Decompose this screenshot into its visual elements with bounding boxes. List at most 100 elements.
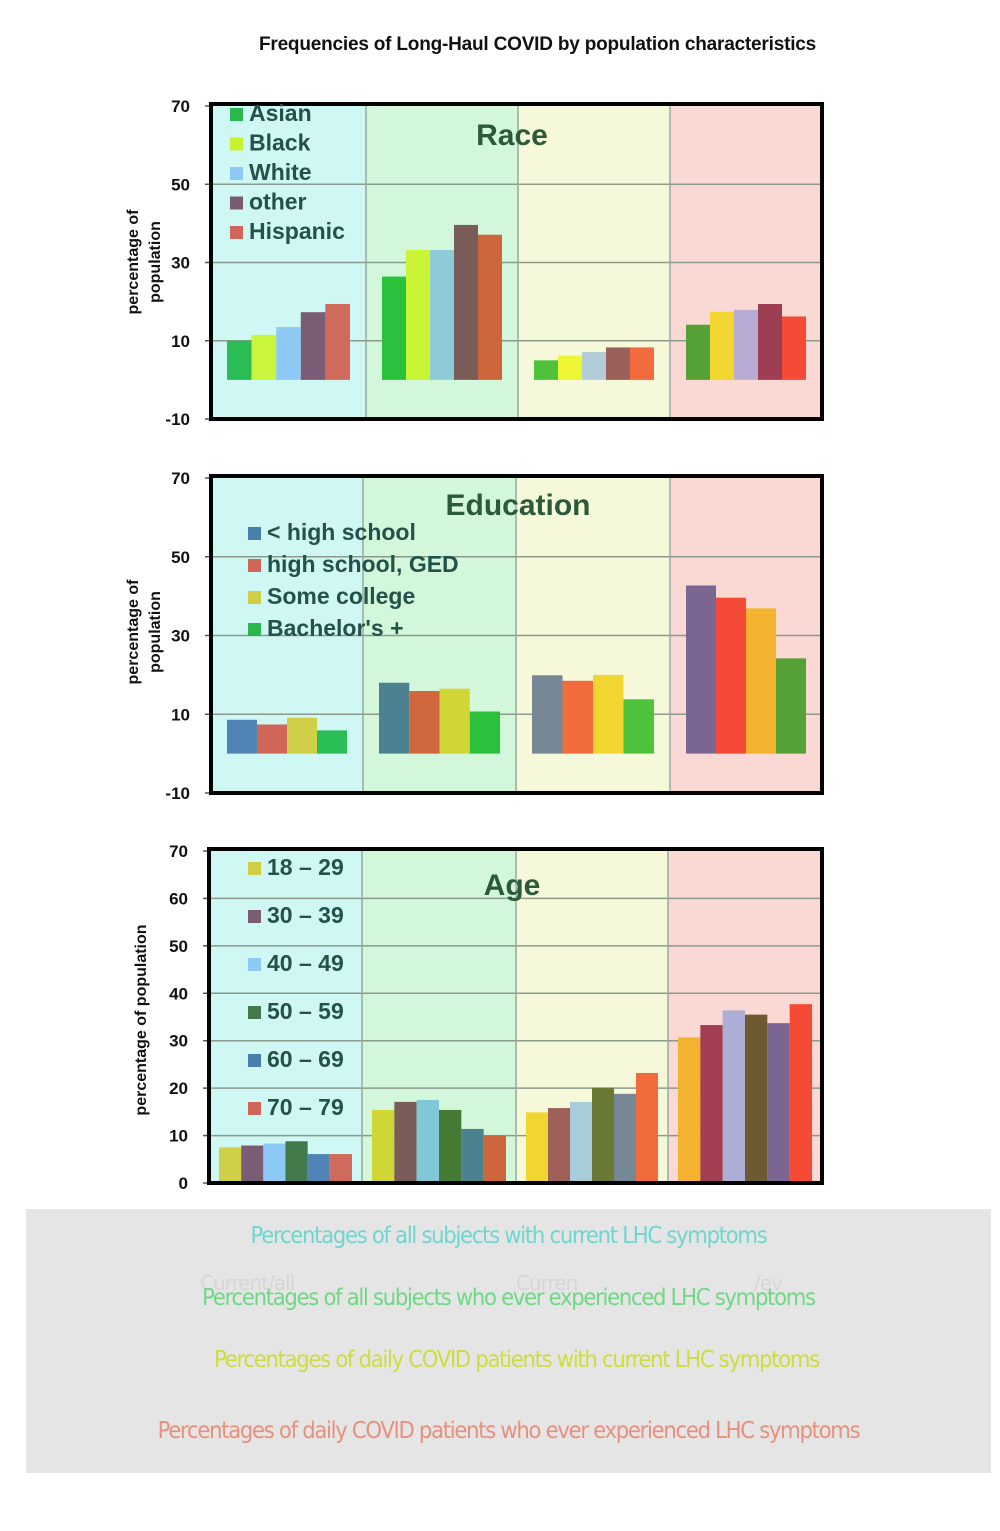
bar-high-school-group-1: [227, 719, 257, 754]
y-tick-label: 60: [169, 889, 188, 908]
legend-swatch-60-69: [248, 1054, 261, 1067]
bar-other-group-1: [300, 312, 326, 380]
caption-current-daily-patients: Percentages of daily COVID patients with…: [214, 1347, 820, 1373]
bar-high-school-ged-group-1: [257, 724, 287, 754]
ghost-label-current-all: Current/all: [200, 1271, 295, 1295]
y-tick-label: -10: [165, 410, 190, 429]
bar-50-59-group-4: [745, 1014, 768, 1183]
bar-high-school-ged-group-2: [409, 691, 440, 754]
bar-40-49-group-3: [570, 1101, 592, 1183]
bar-asian-group-3: [534, 360, 558, 380]
caption-current-all-subjects: Percentages of all subjects with current…: [250, 1223, 768, 1249]
bar-60-69-group-3: [614, 1093, 636, 1183]
legend-label-18-29: 18 – 29: [267, 854, 344, 880]
bar-18-29-group-3: [526, 1112, 548, 1183]
bar-black-group-3: [558, 355, 582, 380]
y-axis-label: percentage of: [125, 209, 142, 315]
chart-title-age: Age: [484, 869, 541, 902]
bar-high-school-ged-group-3: [562, 680, 593, 754]
bar-other-group-3: [606, 347, 630, 380]
y-tick-label: 30: [169, 1032, 188, 1051]
bar-some-college-group-4: [746, 608, 776, 754]
bar-30-39-group-1: [241, 1145, 264, 1183]
legend-swatch-30-39: [248, 910, 261, 923]
bar-asian-group-1: [227, 340, 252, 380]
y-axis-label: population: [147, 591, 164, 673]
legend-swatch-70-79: [248, 1102, 261, 1115]
bar-50-59-group-3: [592, 1087, 614, 1183]
legend-label-40-49: 40 – 49: [267, 950, 344, 976]
bar-black-group-2: [406, 249, 430, 380]
bar-some-college-group-3: [593, 674, 624, 754]
legend-label-some-college: Some college: [267, 583, 415, 609]
bar-high-school-group-3: [532, 675, 563, 754]
y-tick-label: 40: [169, 984, 188, 1003]
bar-40-49-group-1: [263, 1143, 286, 1183]
bar-hispanic-group-4: [782, 316, 806, 380]
bar-bachelor-s-group-1: [317, 730, 347, 754]
bar-60-69-group-1: [307, 1154, 330, 1183]
bar-white-group-1: [276, 327, 301, 380]
bar-60-69-group-2: [461, 1128, 484, 1183]
legend-label-bachelor-s: Bachelor's +: [267, 615, 404, 641]
bar-white-group-4: [734, 309, 758, 380]
y-axis-label: population: [147, 221, 164, 303]
legend-label-white: White: [249, 159, 312, 185]
y-tick-label: 70: [171, 97, 190, 116]
y-tick-label: 50: [169, 937, 188, 956]
bar-50-59-group-1: [285, 1141, 308, 1183]
legend-label-other: other: [249, 189, 307, 215]
y-tick-label: 30: [171, 627, 190, 646]
bar-white-group-3: [582, 352, 606, 380]
y-tick-label: 70: [171, 469, 190, 488]
bar-40-49-group-2: [416, 1100, 439, 1183]
y-axis-label: percentage of population: [133, 924, 150, 1115]
bar-hispanic-group-3: [630, 347, 654, 380]
legend-label-70-79: 70 – 79: [267, 1094, 344, 1120]
y-axis-label: percentage of: [125, 579, 142, 685]
education-chart: 70 50 30 10 -10 Education < high school high sc…: [125, 469, 824, 803]
bar-40-49-group-4: [722, 1010, 745, 1183]
legend-label-high-school: < high school: [267, 519, 416, 545]
legend-swatch-other: [230, 196, 243, 210]
y-tick-label: 10: [171, 705, 190, 724]
bar-other-group-2: [454, 224, 478, 380]
legend-swatch-some-college: [248, 591, 261, 604]
legend-label-30-39: 30 – 39: [267, 902, 344, 928]
bar-18-29-group-2: [372, 1109, 395, 1183]
legend-label-black: Black: [249, 130, 311, 156]
bar-50-59-group-2: [439, 1109, 462, 1183]
bar-high-school-ged-group-4: [716, 597, 746, 754]
caption-ever-all-subjects: Percentages of all subjects who ever exp…: [202, 1285, 816, 1311]
bar-70-79-group-1: [329, 1154, 352, 1183]
y-tick-label: 50: [171, 548, 190, 567]
bar-some-college-group-2: [439, 688, 470, 754]
bar-70-79-group-2: [483, 1135, 506, 1183]
y-tick-label: 10: [171, 332, 190, 351]
plot-frame: [209, 474, 824, 795]
legend-swatch-high-school-ged: [248, 559, 261, 572]
bar-18-29-group-4: [678, 1037, 701, 1183]
ghost-label-current: Curren: [516, 1271, 578, 1295]
bar-high-school-group-4: [686, 585, 716, 754]
legend-swatch-high-school: [248, 527, 261, 540]
chart-title-race: Race: [476, 119, 548, 152]
bar-hispanic-group-1: [325, 303, 350, 380]
bar-hispanic-group-2: [478, 234, 502, 380]
plot-frame: [207, 847, 824, 1185]
y-tick-label: 0: [179, 1174, 188, 1193]
legend-label-high-school-ged: high school, GED: [267, 551, 459, 577]
race-chart: 70 50 30 10 -10 Race Asian Black White other Hispa…: [125, 97, 824, 429]
figure-title: Frequencies of Long-Haul COVID by popula…: [258, 34, 817, 55]
legend-swatch-asian: [230, 108, 243, 121]
bar-other-group-4: [758, 303, 782, 380]
panel-background-1: [209, 851, 362, 1183]
legend-swatch-white: [230, 167, 243, 180]
legend-swatch-50-59: [248, 1006, 261, 1019]
legend-swatch-18-29: [248, 862, 261, 875]
bar-70-79-group-3: [636, 1072, 658, 1183]
y-tick-label: 70: [169, 842, 188, 861]
caption-legend-box: Current/all Curren /ev Percentages of al…: [26, 1209, 991, 1473]
caption-ever-daily-patients: Percentages of daily COVID patients who …: [157, 1418, 861, 1444]
legend-label-asian: Asian: [249, 100, 312, 126]
